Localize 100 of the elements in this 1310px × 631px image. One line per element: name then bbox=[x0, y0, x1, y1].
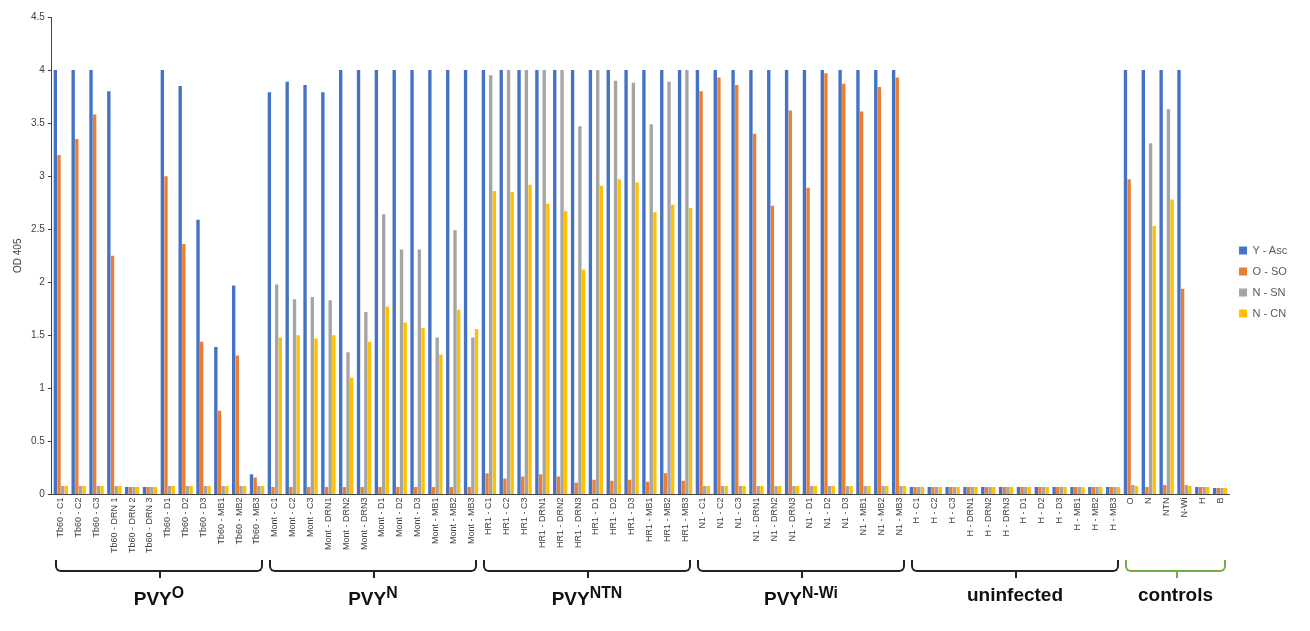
bar bbox=[1052, 487, 1056, 494]
bar bbox=[1088, 487, 1092, 494]
x-tick-label: H - MB3 bbox=[1107, 497, 1118, 531]
x-tick-label: Tb60 - D2 bbox=[180, 497, 191, 538]
y-tick-label: 0 bbox=[39, 488, 46, 500]
bar bbox=[1020, 487, 1024, 494]
x-tick-label: H - DRN1 bbox=[964, 497, 975, 537]
x-tick-label: Tb60 - C3 bbox=[90, 497, 101, 538]
bar bbox=[699, 91, 703, 494]
bar bbox=[89, 70, 93, 494]
bar bbox=[663, 473, 668, 494]
x-tick-label: Mont - MB2 bbox=[447, 497, 458, 544]
bar bbox=[917, 487, 921, 494]
bar bbox=[521, 476, 525, 494]
bar bbox=[931, 487, 935, 494]
x-tick-label: Tb60 - DRN 2 bbox=[126, 497, 137, 554]
bar bbox=[132, 487, 136, 494]
bar bbox=[849, 486, 853, 494]
bar bbox=[1077, 487, 1081, 494]
x-tick-label: HR1 - DRN1 bbox=[536, 497, 547, 548]
x-tick-label: Tb60 - DRN 3 bbox=[144, 497, 155, 554]
x-tick-label: Mont - C1 bbox=[269, 497, 280, 537]
bar bbox=[1188, 486, 1192, 494]
bar bbox=[538, 474, 543, 494]
bar bbox=[214, 346, 218, 494]
bar bbox=[952, 487, 957, 494]
bar bbox=[1016, 487, 1021, 494]
bar bbox=[838, 70, 842, 494]
x-tick-label: Mont - D1 bbox=[376, 497, 387, 537]
bar bbox=[578, 126, 582, 494]
legend-label: N - CN bbox=[1252, 306, 1287, 319]
bar bbox=[1081, 487, 1085, 494]
x-tick-label: O bbox=[1125, 497, 1136, 505]
bar bbox=[414, 487, 418, 494]
x-tick-label: H - MB2 bbox=[1089, 497, 1100, 531]
bar bbox=[1212, 488, 1217, 494]
x-tick-label: Mont - DRN3 bbox=[358, 497, 369, 550]
x-tick-label: H - DRN2 bbox=[982, 497, 993, 537]
bar bbox=[1206, 487, 1210, 494]
x-tick-label: N bbox=[1143, 497, 1154, 504]
x-tick-label: H - D3 bbox=[1054, 497, 1065, 524]
x-tick-label: Tb60 - MB3 bbox=[251, 497, 262, 545]
bar bbox=[653, 212, 657, 494]
bar bbox=[856, 70, 860, 494]
bar bbox=[517, 70, 521, 494]
bar bbox=[1063, 487, 1067, 494]
bar bbox=[114, 486, 118, 494]
x-tick-label: HR1 - DRN2 bbox=[554, 497, 565, 548]
bar bbox=[75, 139, 79, 494]
bar bbox=[182, 244, 186, 494]
bar bbox=[150, 487, 154, 494]
bar bbox=[742, 486, 746, 494]
x-tick-label: Mont - C3 bbox=[305, 497, 315, 537]
bar bbox=[774, 486, 778, 494]
bar bbox=[1045, 487, 1049, 494]
legend-label: O - SO bbox=[1252, 264, 1288, 277]
bar bbox=[927, 487, 931, 494]
bar bbox=[1113, 487, 1117, 494]
bar bbox=[410, 70, 414, 494]
bar bbox=[1027, 487, 1032, 494]
bar bbox=[824, 73, 828, 494]
x-tick-label: H - C3 bbox=[947, 497, 958, 524]
x-tick-label: Tb60 - D1 bbox=[162, 497, 173, 538]
x-tick-label: Mont - MB3 bbox=[465, 497, 476, 544]
bar bbox=[196, 219, 200, 494]
bar bbox=[1059, 487, 1064, 494]
x-tick-label: HR1 - C2 bbox=[501, 497, 512, 535]
x-tick-label: N1 - C1 bbox=[697, 497, 708, 529]
bar bbox=[1038, 487, 1042, 494]
x-tick-label: N-Wi bbox=[1178, 497, 1189, 518]
bar bbox=[963, 487, 967, 494]
bar bbox=[421, 327, 425, 494]
bar bbox=[945, 487, 949, 494]
x-tick-label: N1 - MB2 bbox=[875, 497, 886, 536]
bar bbox=[1195, 487, 1199, 494]
bar bbox=[556, 476, 561, 494]
x-tick-label: N1 - MB1 bbox=[857, 497, 868, 536]
bar bbox=[82, 486, 86, 494]
bar bbox=[100, 486, 104, 494]
bar bbox=[142, 487, 147, 494]
x-tick-label: HR1 - MB3 bbox=[679, 497, 690, 542]
legend-label: Y - Asc bbox=[1252, 243, 1288, 256]
x-tick-label: H - D2 bbox=[1036, 497, 1047, 524]
bar bbox=[1099, 487, 1103, 494]
bar bbox=[249, 474, 254, 494]
bar bbox=[667, 81, 671, 494]
bar bbox=[296, 335, 300, 494]
bar bbox=[207, 486, 211, 494]
bar bbox=[503, 478, 507, 494]
bar bbox=[289, 487, 293, 494]
bar bbox=[934, 487, 939, 494]
x-tick-label: Mont - C2 bbox=[287, 497, 298, 537]
y-tick-label: 3 bbox=[39, 169, 46, 181]
bar bbox=[1109, 487, 1113, 494]
bar bbox=[1223, 488, 1228, 494]
x-tick-label: HR1 - DRN3 bbox=[572, 497, 583, 548]
bar bbox=[324, 487, 329, 494]
bar bbox=[974, 487, 978, 494]
bar bbox=[1116, 487, 1121, 494]
bar bbox=[107, 91, 111, 494]
